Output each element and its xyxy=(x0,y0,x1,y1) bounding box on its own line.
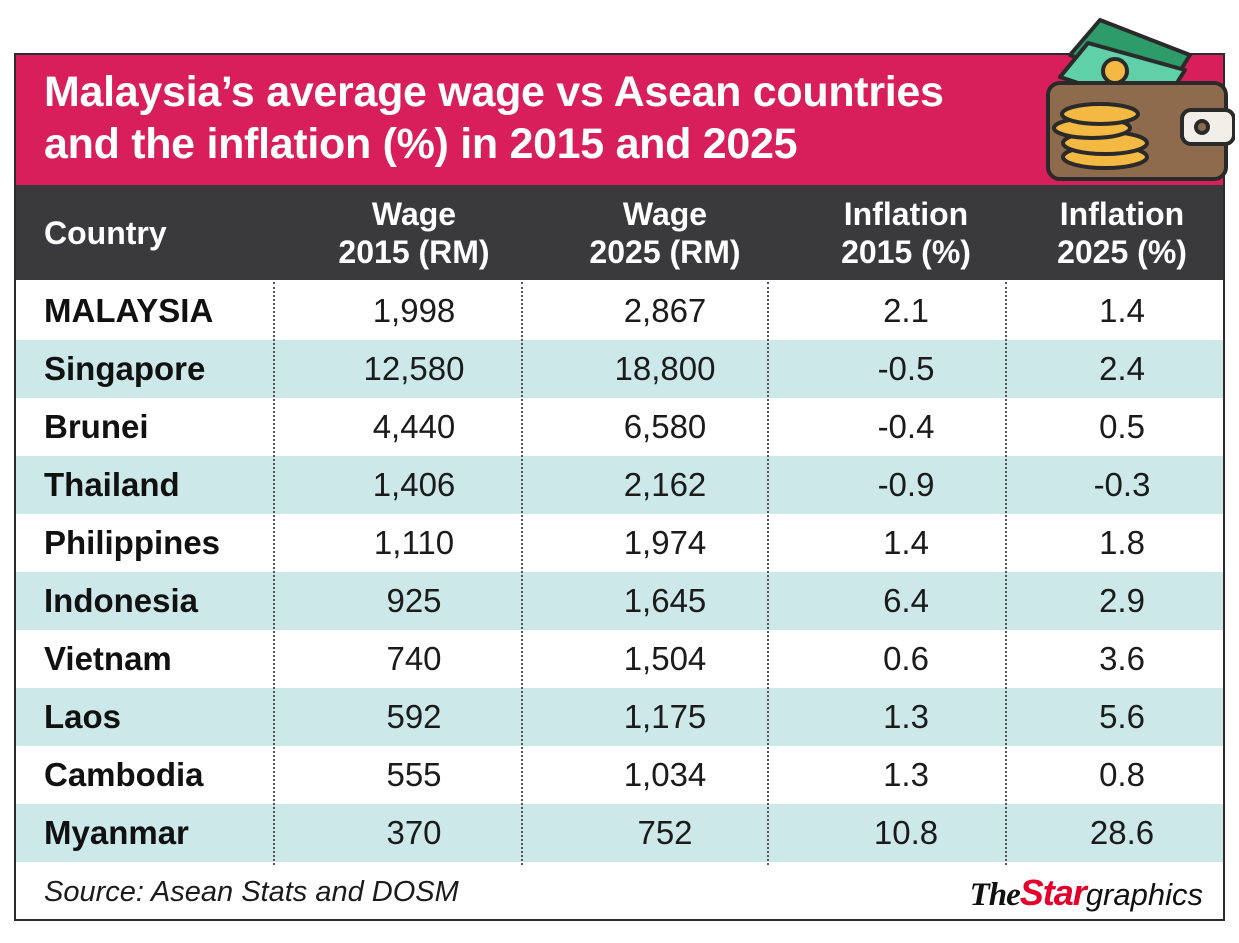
inflation-2025-cell: 2.4 xyxy=(1099,350,1145,387)
column-header-label: Inflation xyxy=(1059,195,1185,232)
wage-2025-cell: 1,974 xyxy=(623,524,707,561)
country-cell: Thailand xyxy=(44,466,180,503)
inflation-2025-cell: 1.4 xyxy=(1099,292,1145,329)
column-header-label: 2015 (%) xyxy=(841,233,971,270)
footer: Source: Asean Stats and DOSM TheStargrap… xyxy=(16,866,1223,919)
table-header: Country Wage 2015 (RM) Wage 2025 (RM) In… xyxy=(16,185,1223,280)
column-header-country: Country xyxy=(44,185,167,280)
inflation-2025-cell: -0.3 xyxy=(1093,466,1151,503)
column-divider xyxy=(767,282,769,865)
wage-2025-cell: 1,504 xyxy=(623,640,707,677)
wage-2015-cell: 4,440 xyxy=(372,408,456,445)
column-header-label: Inflation xyxy=(843,195,969,232)
table-row: Singapore 12,580 18,800 -0.5 2.4 xyxy=(16,340,1223,398)
column-header-label: Wage xyxy=(371,195,457,232)
table-row: Cambodia 555 1,034 1.3 0.8 xyxy=(16,746,1223,804)
inflation-2025-cell: 1.8 xyxy=(1099,524,1145,561)
wage-2015-cell: 370 xyxy=(386,814,442,851)
column-divider xyxy=(1005,282,1007,865)
title-line-1: Malaysia’s average wage vs Asean countri… xyxy=(44,68,944,116)
column-header-inflation-2025: Inflation 2025 (%) xyxy=(1021,185,1223,280)
inflation-2015-cell: 6.4 xyxy=(883,582,929,619)
table-row: Brunei 4,440 6,580 -0.4 0.5 xyxy=(16,398,1223,456)
logo-star: Star xyxy=(1019,872,1087,913)
chart-title: Malaysia’s average wage vs Asean countri… xyxy=(44,66,1044,170)
column-divider xyxy=(521,282,523,865)
table-row: Myanmar 370 752 10.8 28.6 xyxy=(16,804,1223,862)
column-header-inflation-2015: Inflation 2015 (%) xyxy=(791,185,1021,280)
table-row: Thailand 1,406 2,162 -0.9 -0.3 xyxy=(16,456,1223,514)
wage-2025-cell: 1,645 xyxy=(623,582,707,619)
wage-2025-cell: 1,034 xyxy=(623,756,707,793)
table-row: MALAYSIA 1,998 2,867 2.1 1.4 xyxy=(16,282,1223,340)
inflation-2025-cell: 0.5 xyxy=(1099,408,1145,445)
wage-2015-cell: 555 xyxy=(386,756,442,793)
wage-2025-cell: 2,867 xyxy=(623,292,707,329)
inflation-2025-cell: 3.6 xyxy=(1099,640,1145,677)
inflation-2015-cell: -0.9 xyxy=(877,466,935,503)
column-header-label: 2025 (RM) xyxy=(589,233,741,270)
wage-2015-cell: 1,110 xyxy=(373,524,455,561)
country-cell: Cambodia xyxy=(44,756,204,793)
logo-graphics: graphics xyxy=(1085,877,1203,912)
country-cell: Laos xyxy=(44,698,122,735)
country-cell: Vietnam xyxy=(44,640,172,677)
wage-2025-cell: 18,800 xyxy=(614,350,716,387)
wage-2025-cell: 1,175 xyxy=(623,698,707,735)
wage-2025-cell: 6,580 xyxy=(623,408,707,445)
country-cell: Indonesia xyxy=(44,582,199,619)
column-header-wage-2025: Wage 2025 (RM) xyxy=(539,185,791,280)
title-line-2: and the inflation (%) in 2015 and 2025 xyxy=(44,120,798,168)
table-row: Vietnam 740 1,504 0.6 3.6 xyxy=(16,630,1223,688)
table-row: Indonesia 925 1,645 6.4 2.9 xyxy=(16,572,1223,630)
source-note: Source: Asean Stats and DOSM xyxy=(44,876,459,908)
country-cell: Myanmar xyxy=(44,814,189,851)
inflation-2025-cell: 5.6 xyxy=(1099,698,1145,735)
inflation-2015-cell: 10.8 xyxy=(873,814,939,851)
wage-2015-cell: 1,998 xyxy=(372,292,456,329)
inflation-2015-cell: 1.4 xyxy=(883,524,929,561)
wage-2015-cell: 1,406 xyxy=(372,466,456,503)
wage-2015-cell: 592 xyxy=(386,698,442,735)
wage-2025-cell: 752 xyxy=(637,814,693,851)
column-header-label: Wage xyxy=(622,195,708,232)
country-cell: MALAYSIA xyxy=(44,292,214,329)
country-cell: Singapore xyxy=(44,350,206,387)
wage-2015-cell: 740 xyxy=(386,640,442,677)
column-header-label: 2015 (RM) xyxy=(338,233,490,270)
country-cell: Brunei xyxy=(44,408,149,445)
logo-the: The xyxy=(969,877,1021,913)
column-header-label: Country xyxy=(44,214,167,251)
column-divider xyxy=(273,282,275,865)
table-row: Philippines 1,110 1,974 1.4 1.8 xyxy=(16,514,1223,572)
thestar-graphics-logo: TheStargraphics xyxy=(970,866,1203,927)
inflation-2015-cell: 1.3 xyxy=(883,756,929,793)
wage-2025-cell: 2,162 xyxy=(623,466,707,503)
inflation-2015-cell: 0.6 xyxy=(883,640,929,677)
inflation-2015-cell: -0.4 xyxy=(877,408,935,445)
column-header-wage-2015: Wage 2015 (RM) xyxy=(289,185,539,280)
inflation-2025-cell: 28.6 xyxy=(1089,814,1155,851)
title-banner xyxy=(16,55,1223,185)
inflation-2015-cell: -0.5 xyxy=(877,350,935,387)
country-cell: Philippines xyxy=(44,524,221,561)
inflation-2015-cell: 2.1 xyxy=(883,292,929,329)
column-header-label: 2025 (%) xyxy=(1057,233,1187,270)
wage-2015-cell: 925 xyxy=(386,582,442,619)
wallet-icon xyxy=(1046,18,1235,181)
inflation-2025-cell: 2.9 xyxy=(1099,582,1145,619)
inflation-2025-cell: 0.8 xyxy=(1099,756,1145,793)
wage-2015-cell: 12,580 xyxy=(363,350,465,387)
inflation-2015-cell: 1.3 xyxy=(883,698,929,735)
table-row: Laos 592 1,175 1.3 5.6 xyxy=(16,688,1223,746)
